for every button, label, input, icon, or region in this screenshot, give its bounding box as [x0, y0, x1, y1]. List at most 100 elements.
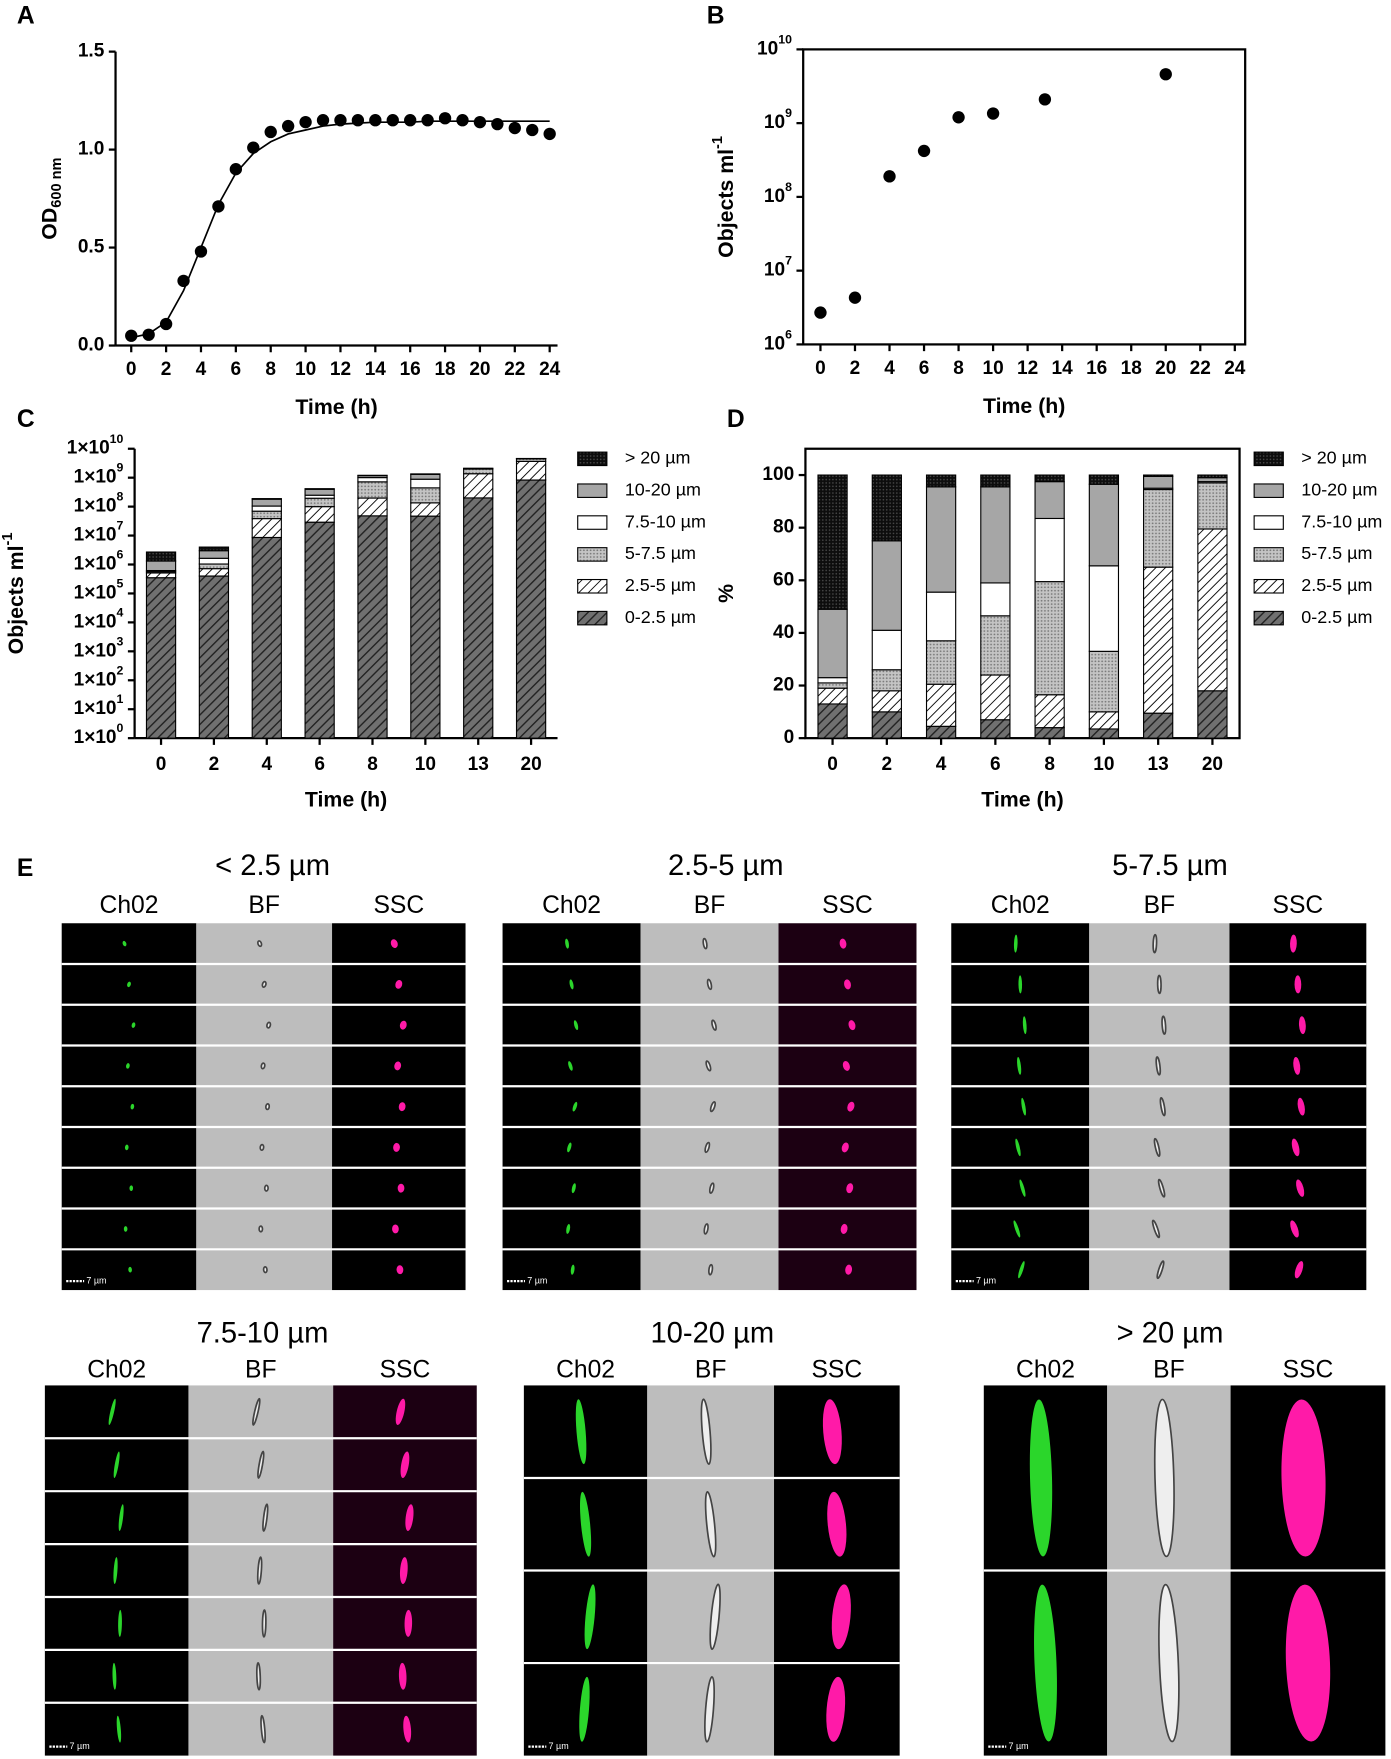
bar-segment: [1088, 483, 1120, 567]
bar-segment: [817, 608, 848, 679]
bar-segment: [871, 474, 902, 542]
x-tick-label: 4: [936, 754, 947, 775]
bar-segment: [198, 568, 230, 577]
x-axis-label: Time (h): [983, 394, 1065, 418]
fluorescence-cell: [108, 1398, 116, 1425]
data-point: [404, 114, 417, 127]
bar-segment: [925, 683, 957, 727]
brightfield-cell: [708, 1182, 715, 1194]
data-point: [247, 141, 260, 154]
y-tick-text: 1×10: [74, 611, 117, 632]
scatter-cell: [847, 1101, 855, 1112]
brightfield-cell: [1155, 1056, 1162, 1076]
legend-swatch: [1253, 547, 1284, 562]
channel-label: BF: [1144, 892, 1176, 919]
brightfield-cell: [258, 1225, 264, 1233]
scatter-cell: [399, 1020, 407, 1030]
x-axis-label: Time (h): [295, 395, 377, 419]
y-tick-label: 1×109: [74, 461, 124, 488]
data-point: [316, 114, 330, 127]
bar-segment: [1197, 528, 1228, 692]
y-tick-label: 109: [764, 106, 792, 133]
y-tick-text: 1×10: [74, 727, 117, 748]
x-tick-label: 10: [295, 359, 316, 380]
y-tick-label: 1×105: [74, 577, 124, 604]
bar-segment: [871, 540, 902, 631]
bar-segment: [925, 640, 957, 685]
fluorescence-cell: [1018, 1261, 1025, 1279]
channel-label: SSC: [1283, 1356, 1334, 1383]
y-tick-label: 80: [773, 517, 794, 538]
bar-segment: [251, 498, 282, 507]
legend-label: > 20 µm: [1301, 448, 1367, 468]
image-cell: [502, 1004, 641, 1046]
bar-segment: [817, 682, 848, 689]
scatter-cell: [827, 1491, 847, 1557]
y-tick-exponent: 6: [785, 328, 792, 342]
bar-segment: [871, 711, 902, 739]
data-point: [229, 163, 243, 176]
legend-label: 7.5-10 µm: [625, 511, 706, 531]
bar-segment: [1034, 694, 1065, 729]
fluorescence-cell: [131, 1022, 136, 1028]
image-cell: [1229, 1004, 1367, 1046]
image-cell: [951, 1127, 1090, 1168]
channel-label: SSC: [822, 892, 873, 919]
legend-swatch: [1253, 515, 1284, 530]
y-tick-exponent: 10: [778, 33, 792, 47]
bar-segment: [1034, 474, 1065, 483]
bar-segment: [463, 497, 494, 739]
image-cell: [196, 923, 333, 965]
channel-label: BF: [248, 892, 280, 919]
fluorescence-cell: [1013, 1220, 1021, 1238]
y-tick-exponent: 8: [117, 490, 124, 504]
fluorescence-cell: [572, 1101, 578, 1112]
brightfield-cell: [256, 1556, 263, 1585]
image-cell: [502, 1167, 641, 1209]
image-cell: [61, 1208, 197, 1250]
image-cell: [951, 1086, 1090, 1128]
y-tick-exponent: 3: [117, 635, 124, 649]
bar-segment: [980, 486, 1011, 584]
brightfield-cell: [711, 1019, 717, 1031]
bar-segment: [1034, 727, 1065, 739]
legend-label: 0-2.5 µm: [625, 607, 696, 627]
y-tick-label: 1×100: [74, 721, 124, 748]
bar-segment: [1034, 517, 1065, 583]
group-title: < 2.5 µm: [215, 850, 330, 882]
image-cell: [1089, 1004, 1230, 1046]
image-cell: [1089, 923, 1230, 965]
bar-segment: [198, 550, 230, 559]
bar-segment: [251, 510, 282, 520]
channel-label: SSC: [811, 1356, 862, 1383]
bar-segment: [357, 481, 388, 499]
brightfield-cell: [703, 1223, 709, 1235]
data-point: [421, 114, 434, 127]
y-axis-label-sup: -1: [0, 533, 16, 546]
y-tick-label: 1×102: [74, 664, 124, 691]
scale-bar-label: 7 µm: [549, 1741, 569, 1751]
legend-swatch: [577, 451, 608, 467]
y-tick-text: 0.5: [78, 237, 105, 258]
brightfield-cell: [1152, 933, 1158, 954]
legend-swatch: [1253, 451, 1284, 467]
image-cell: [951, 923, 1090, 965]
scatter-cell: [405, 1504, 414, 1531]
scatter-cell: [1291, 1138, 1300, 1157]
x-tick-label: 24: [1224, 358, 1246, 379]
x-tick-label: 18: [1121, 358, 1143, 379]
channel-label: BF: [1153, 1356, 1185, 1383]
brightfield-cell: [263, 1184, 269, 1192]
x-tick-label: 6: [990, 754, 1001, 775]
bar-segment: [1143, 475, 1174, 489]
bar-segment: [304, 497, 335, 508]
group-title: 5-7.5 µm: [1112, 850, 1228, 882]
fluorescence-cell: [1034, 1584, 1057, 1742]
fluorescence-cell: [580, 1491, 592, 1557]
scatter-cell: [394, 1061, 402, 1071]
image-cell: [188, 1491, 334, 1545]
x-tick-label: 6: [231, 359, 242, 380]
bar-segment: [1143, 712, 1174, 739]
bar-segment: [304, 521, 335, 739]
scatter-cell: [845, 1264, 853, 1275]
